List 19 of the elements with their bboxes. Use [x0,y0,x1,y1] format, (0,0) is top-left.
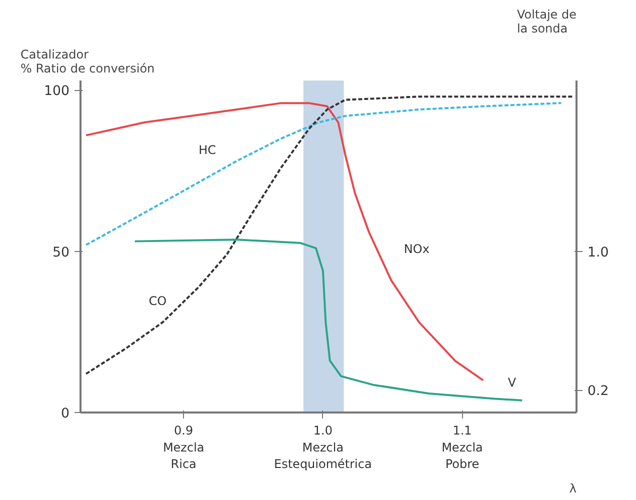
y-tick-label: 0 [61,406,70,422]
x-tick-label: 1.1 Mezcla Pobre [442,424,483,472]
series-label: V [508,376,517,390]
series-label: HC [198,142,216,157]
y2-axis-title: Voltaje de la sonda [516,8,577,36]
y2-tick-label: 0.2 [588,384,609,400]
y-tick-label: 100 [44,84,70,100]
x-tick-label: 1.0 Mezcla Estequiométrica [274,424,372,472]
x-axis-title: λ [569,482,577,496]
series-label: NOx [404,242,430,256]
y2-tick-label: 1.0 [588,246,609,261]
series-label: CO [148,294,167,308]
y-tick-label: 50 [52,245,70,260]
line-series [85,102,562,246]
line-series [134,238,524,402]
line-series [85,96,574,375]
x-tick-label: 0.9 Mezcla Rica [162,424,204,472]
y-axis-title: Catalizador % Ratio de conversión [20,48,155,76]
line-series [85,102,484,382]
